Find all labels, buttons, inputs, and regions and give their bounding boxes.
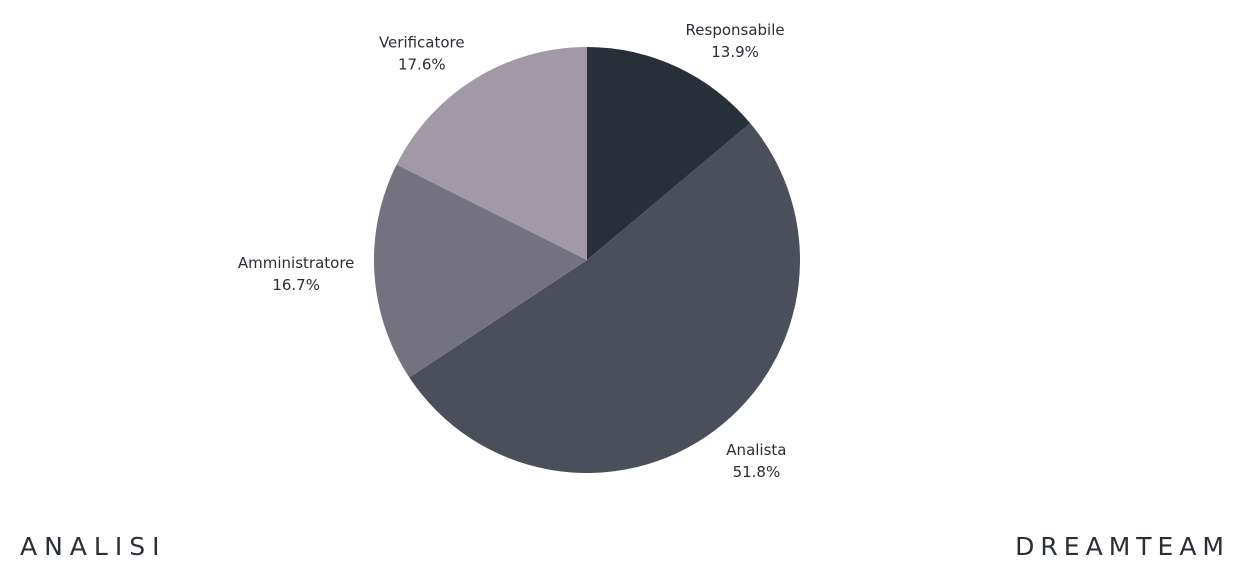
slice-value-label: 16.7%	[272, 276, 320, 294]
slice-value-label: 51.8%	[733, 463, 781, 481]
slice-name-label: Verificatore	[379, 34, 465, 52]
pie-slice-amministratore	[374, 164, 587, 378]
pie-labels: Responsabile 13.9% Analista 51.8% Amministra…	[238, 21, 787, 481]
slice-value-label: 17.6%	[398, 56, 446, 74]
slice-name-label: Responsabile	[686, 21, 785, 39]
pie-slice-verificatore	[396, 46, 587, 260]
pie-slice-analista	[409, 123, 801, 474]
footer-section-title: ANALISI	[20, 532, 167, 561]
footer-team-name: DREAMTEAM	[1015, 532, 1230, 561]
slice-name-label: Analista	[726, 441, 786, 459]
pie-slice-responsabile	[587, 47, 751, 260]
slice-value-label: 13.9%	[711, 43, 759, 61]
pie-slices	[374, 46, 801, 474]
slice-name-label: Amministratore	[238, 254, 355, 272]
